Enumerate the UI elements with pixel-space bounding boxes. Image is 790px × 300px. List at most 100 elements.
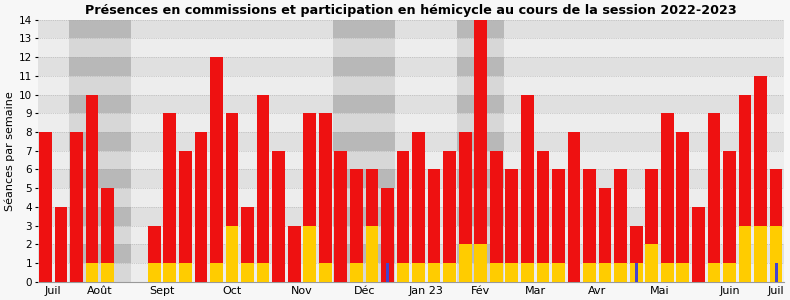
Bar [769, 226, 783, 282]
Bar [552, 169, 565, 263]
Bar [38, 20, 69, 282]
Bar [179, 263, 192, 282]
Bar [179, 151, 192, 263]
Bar [521, 263, 534, 282]
Bar [427, 263, 441, 282]
Bar [381, 188, 394, 282]
Bar [101, 263, 114, 282]
Bar [723, 151, 735, 263]
Bar [630, 226, 642, 263]
Bar [366, 169, 378, 226]
Y-axis label: Séances par semaine: Séances par semaine [4, 91, 15, 211]
Bar [350, 263, 363, 282]
Bar [38, 38, 784, 57]
Bar [386, 263, 389, 282]
Bar [148, 226, 160, 263]
Bar [148, 263, 160, 282]
Bar [615, 169, 627, 263]
Bar [39, 132, 52, 282]
Bar [630, 263, 642, 282]
Bar [288, 226, 300, 282]
Bar [271, 20, 333, 282]
Bar [334, 151, 347, 282]
Bar [599, 188, 611, 263]
Bar [692, 207, 705, 282]
Bar [506, 169, 518, 263]
Bar [769, 169, 783, 226]
Bar [645, 169, 658, 244]
Bar [70, 132, 83, 282]
Bar [615, 263, 627, 282]
Bar [350, 169, 363, 263]
Bar [583, 169, 596, 263]
Bar [754, 226, 767, 282]
Bar [775, 263, 777, 282]
Bar [635, 263, 638, 282]
Bar [459, 132, 472, 244]
Bar [474, 244, 487, 282]
Bar [506, 263, 518, 282]
Bar [85, 94, 99, 263]
Bar [319, 263, 332, 282]
Bar [241, 207, 254, 263]
Bar [38, 188, 784, 207]
Bar [55, 207, 67, 282]
Bar [38, 151, 784, 169]
Bar [164, 263, 176, 282]
Title: Présences en commissions et participation en hémicycle au cours de la session 20: Présences en commissions et participatio… [85, 4, 736, 17]
Bar [583, 263, 596, 282]
Bar [739, 94, 751, 226]
Bar [257, 263, 269, 282]
Bar [504, 20, 566, 282]
Bar [723, 263, 735, 282]
Bar [521, 94, 534, 263]
Bar [628, 20, 690, 282]
Bar [645, 244, 658, 282]
Bar [69, 20, 131, 282]
Bar [754, 76, 767, 226]
Bar [676, 263, 689, 282]
Bar [210, 263, 223, 282]
Bar [536, 151, 549, 263]
Bar [38, 226, 784, 244]
Bar [397, 263, 409, 282]
Bar [366, 226, 378, 282]
Bar [552, 263, 565, 282]
Bar [38, 113, 784, 132]
Bar [210, 57, 223, 263]
Bar [85, 263, 99, 282]
Bar [599, 263, 611, 282]
Bar [536, 263, 549, 282]
Bar [193, 20, 271, 282]
Bar [194, 132, 207, 282]
Bar [490, 263, 502, 282]
Bar [459, 244, 472, 282]
Bar [457, 20, 504, 282]
Bar [739, 226, 751, 282]
Bar [397, 151, 409, 263]
Bar [395, 20, 457, 282]
Bar [303, 113, 316, 226]
Bar [708, 113, 720, 263]
Bar [333, 20, 395, 282]
Bar [474, 0, 487, 244]
Bar [690, 20, 769, 282]
Bar [676, 132, 689, 263]
Bar [273, 151, 285, 282]
Bar [38, 263, 784, 282]
Bar [38, 76, 784, 94]
Bar [412, 263, 425, 282]
Bar [131, 20, 193, 282]
Bar [303, 226, 316, 282]
Bar [708, 263, 720, 282]
Bar [568, 132, 581, 282]
Bar [443, 263, 456, 282]
Bar [164, 113, 176, 263]
Bar [101, 188, 114, 263]
Bar [661, 113, 674, 263]
Bar [241, 263, 254, 282]
Bar [490, 151, 502, 263]
Bar [226, 226, 239, 282]
Bar [566, 20, 628, 282]
Bar [226, 113, 239, 226]
